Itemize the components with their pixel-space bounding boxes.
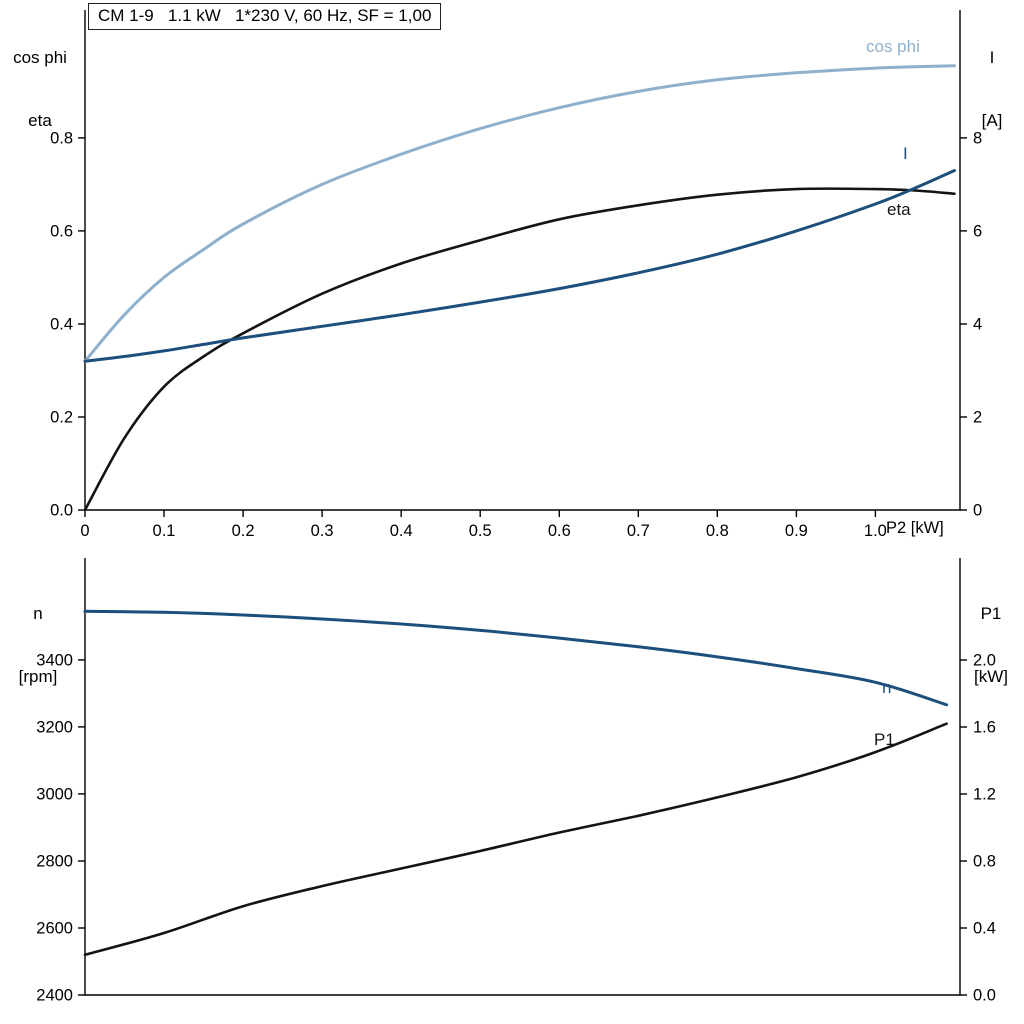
x-tick-label: 0.3 xyxy=(311,522,334,540)
left-axis-title-cosphi: cos phi xyxy=(13,47,67,67)
curve-eta xyxy=(83,187,956,512)
x-tick-label: 0.5 xyxy=(469,522,492,540)
x-tick-label: 0.8 xyxy=(706,522,729,540)
left-axis-title-unit-rpm: [rpm] xyxy=(18,667,58,687)
right-tick-label: 0.8 xyxy=(973,853,996,871)
chart-bottom: 2400 2600 2800 3000 3200 3400 0.0 0.4 0.8 1.2 1.6 2… xyxy=(36,558,996,1005)
right-tick-label: 1.6 xyxy=(973,719,996,737)
right-tick-label: 0 xyxy=(973,502,982,520)
left-tick-label: 2800 xyxy=(36,853,73,871)
bottom-right-axis-title: P1 [kW] xyxy=(962,560,1020,730)
left-tick-label: 3400 xyxy=(36,651,73,669)
bottom-left-axis-title: n [rpm] xyxy=(4,560,72,730)
curve-label-cos-phi: cos phi xyxy=(866,37,920,56)
right-tick-label: 8 xyxy=(973,129,982,147)
curve-label-eta: eta xyxy=(887,200,911,219)
x-tick-label: 0.6 xyxy=(548,522,571,540)
left-tick-label: 3000 xyxy=(36,785,73,803)
left-tick-label: 0.4 xyxy=(50,316,73,334)
chart-top: 0.0 0.2 0.4 0.6 0.8 0 2 4 6 8 0 0.1 0.2 0.3 0.4 0.5 0.6 0… xyxy=(50,10,982,540)
curve-label-p1: P1 xyxy=(874,730,895,749)
curve-i xyxy=(83,169,956,363)
right-axis-title-current: I xyxy=(989,47,995,67)
left-tick-label: 0.0 xyxy=(50,502,73,520)
right-axis-title-unit-a: [A] xyxy=(981,111,1003,131)
axis-frame xyxy=(84,558,961,996)
right-tick-label: 2 xyxy=(973,409,982,427)
curve-p1 xyxy=(83,722,948,957)
right-tick-label: 0.4 xyxy=(973,920,996,938)
left-tick-label: 3200 xyxy=(36,718,73,736)
chart-title-box: CM 1-9 1.1 kW 1*230 V, 60 Hz, SF = 1,00 xyxy=(88,3,442,30)
left-axis-title-eta: eta xyxy=(28,111,52,131)
x-tick-label: 0.9 xyxy=(785,522,808,540)
x-tick-label: 0.2 xyxy=(232,522,255,540)
right-tick-label: 0.0 xyxy=(973,987,996,1005)
left-axis-title-n: n xyxy=(33,603,43,623)
curve-n xyxy=(83,609,949,707)
top-right-axis-title: I [A] xyxy=(966,4,1018,174)
x-tick-label: 0.1 xyxy=(153,522,176,540)
left-tick-label: 2600 xyxy=(36,920,73,938)
right-axis-title-p1: P1 xyxy=(980,603,1002,623)
curve-label-n: n xyxy=(882,678,892,697)
right-tick-label: 2.0 xyxy=(973,652,996,670)
curve-cos-phi xyxy=(83,64,956,363)
right-tick-label: 6 xyxy=(973,222,982,240)
x-tick-label: 0.4 xyxy=(390,522,413,540)
right-tick-label: 1.2 xyxy=(973,786,996,804)
x-tick-label: 1.0 xyxy=(864,522,887,540)
x-axis-label-p2: P2 [kW] xyxy=(886,519,944,537)
left-tick-label: 2400 xyxy=(36,987,73,1005)
x-tick-label: 0 xyxy=(80,522,89,540)
right-axis-title-unit-kw: [kW] xyxy=(974,667,1008,687)
left-tick-label: 0.6 xyxy=(50,222,73,240)
right-tick-label: 4 xyxy=(973,316,982,334)
x-tick-label: 0.7 xyxy=(627,522,650,540)
top-left-axis-title: cos phi eta xyxy=(4,4,76,174)
left-tick-label: 0.2 xyxy=(50,409,73,427)
left-tick-label: 0.8 xyxy=(50,129,73,147)
axis-frame xyxy=(84,10,961,511)
curve-label-current: I xyxy=(903,144,908,163)
